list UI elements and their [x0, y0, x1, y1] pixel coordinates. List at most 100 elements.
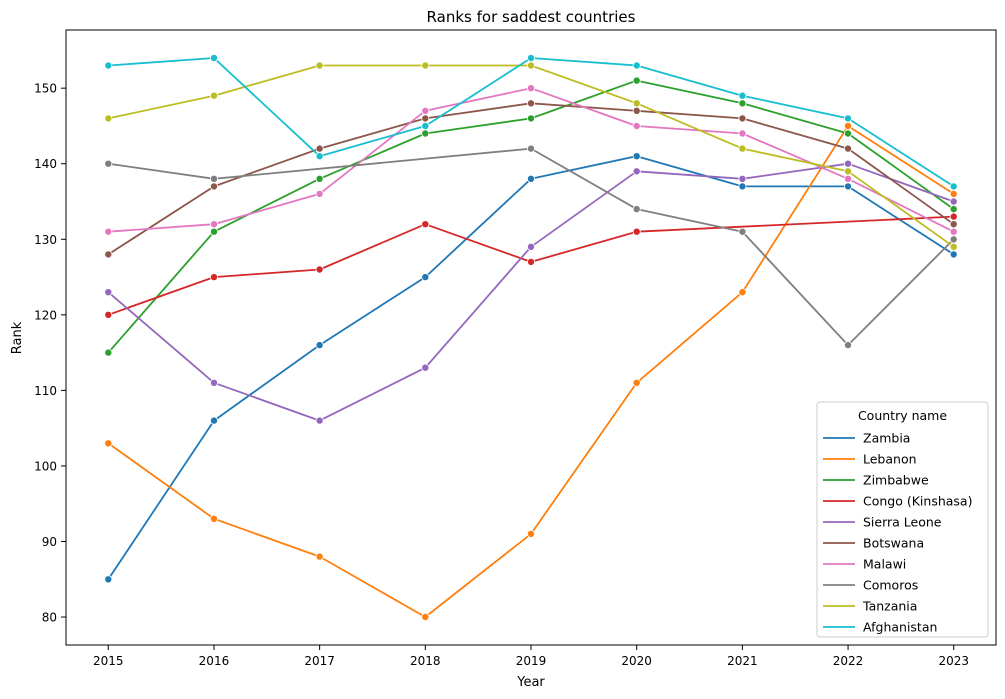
- x-tick-label: 2021: [727, 654, 758, 668]
- chart-legend: Country name Zambia Lebanon Zimbabwe Congo (…: [816, 401, 989, 638]
- series-afghanistan: [104, 54, 958, 191]
- data-point: [632, 205, 641, 214]
- chart-marks: [104, 54, 958, 622]
- x-tick-label: 2020: [621, 654, 652, 668]
- legend-label: Congo (Kinshasa): [863, 494, 972, 509]
- data-point: [738, 182, 747, 191]
- data-point: [209, 54, 218, 63]
- data-point: [949, 182, 958, 191]
- data-point: [421, 106, 430, 115]
- data-point: [527, 174, 536, 183]
- data-point: [738, 174, 747, 183]
- legend-box: [816, 401, 989, 638]
- data-point: [209, 220, 218, 229]
- data-point: [209, 91, 218, 100]
- data-point: [104, 227, 113, 236]
- data-point: [209, 174, 218, 183]
- series-comoros: [104, 144, 958, 350]
- y-axis: 80 90 100 110 120 130 140 150: [34, 82, 66, 625]
- legend-label: Lebanon: [863, 452, 917, 467]
- series-sierra-leone: [104, 159, 958, 425]
- y-tick-label: 150: [34, 82, 57, 96]
- legend-title: Country name: [858, 408, 947, 423]
- data-point: [315, 61, 324, 70]
- legend-label: Zimbabwe: [863, 473, 929, 488]
- legend-item: Botswana: [823, 536, 924, 551]
- legend-item: Sierra Leone: [823, 515, 942, 530]
- legend-item: Congo (Kinshasa): [823, 494, 972, 509]
- x-tick-label: 2017: [304, 654, 335, 668]
- data-point: [738, 99, 747, 108]
- data-point: [527, 144, 536, 153]
- data-point: [421, 129, 430, 138]
- data-point: [315, 265, 324, 274]
- legend-label: Sierra Leone: [863, 515, 942, 530]
- data-point: [949, 189, 958, 198]
- y-tick-label: 120: [34, 308, 57, 322]
- data-point: [421, 273, 430, 282]
- data-point: [527, 257, 536, 266]
- legend-item: Afghanistan: [823, 620, 937, 635]
- x-axis: 2015 2016 2017 2018 2019 2020 2021 2022 2023: [93, 645, 969, 668]
- y-tick-label: 80: [42, 611, 57, 625]
- legend-label: Zambia: [863, 431, 910, 446]
- data-point: [738, 288, 747, 297]
- y-tick-label: 140: [34, 157, 57, 171]
- data-point: [844, 159, 853, 168]
- data-point: [844, 167, 853, 176]
- y-tick-label: 100: [34, 459, 57, 473]
- legend-label: Tanzania: [862, 599, 917, 614]
- data-point: [421, 122, 430, 131]
- data-point: [949, 212, 958, 221]
- data-point: [527, 114, 536, 123]
- data-point: [738, 129, 747, 138]
- data-point: [104, 310, 113, 319]
- data-point: [527, 84, 536, 93]
- data-point: [844, 182, 853, 191]
- data-point: [315, 341, 324, 350]
- data-point: [632, 106, 641, 115]
- legend-item: Lebanon: [823, 452, 917, 467]
- data-point: [949, 197, 958, 206]
- series-line: [108, 64, 955, 248]
- data-point: [844, 341, 853, 350]
- data-point: [949, 235, 958, 244]
- data-point: [949, 220, 958, 229]
- data-point: [315, 552, 324, 561]
- data-point: [632, 122, 641, 131]
- data-point: [844, 129, 853, 138]
- series-lebanon: [104, 122, 958, 622]
- x-tick-label: 2015: [93, 654, 124, 668]
- data-point: [632, 378, 641, 387]
- x-tick-label: 2016: [199, 654, 230, 668]
- data-point: [209, 182, 218, 191]
- series-zimbabwe: [104, 76, 958, 357]
- x-tick-label: 2022: [833, 654, 864, 668]
- chart-title: Ranks for saddest countries: [427, 8, 636, 26]
- data-point: [104, 114, 113, 123]
- series-line: [107, 162, 955, 422]
- data-point: [104, 61, 113, 70]
- x-tick-label: 2019: [516, 654, 547, 668]
- data-point: [527, 54, 536, 63]
- legend-item: Comoros: [823, 578, 918, 593]
- data-point: [315, 416, 324, 425]
- data-point: [844, 144, 853, 153]
- series-tanzania: [104, 61, 958, 251]
- data-point: [949, 242, 958, 251]
- x-axis-label: Year: [516, 675, 545, 690]
- data-point: [949, 250, 958, 259]
- series-botswana: [104, 99, 958, 259]
- legend-label: Botswana: [863, 536, 924, 551]
- legend-item: Zimbabwe: [823, 473, 929, 488]
- legend-label: Comoros: [863, 578, 918, 593]
- legend-item: Zambia: [823, 431, 910, 446]
- legend-item: Tanzania: [823, 599, 917, 614]
- data-point: [527, 99, 536, 108]
- data-point: [104, 575, 113, 584]
- data-point: [315, 144, 324, 153]
- data-point: [738, 91, 747, 100]
- x-tick-label: 2018: [410, 654, 441, 668]
- data-point: [949, 227, 958, 236]
